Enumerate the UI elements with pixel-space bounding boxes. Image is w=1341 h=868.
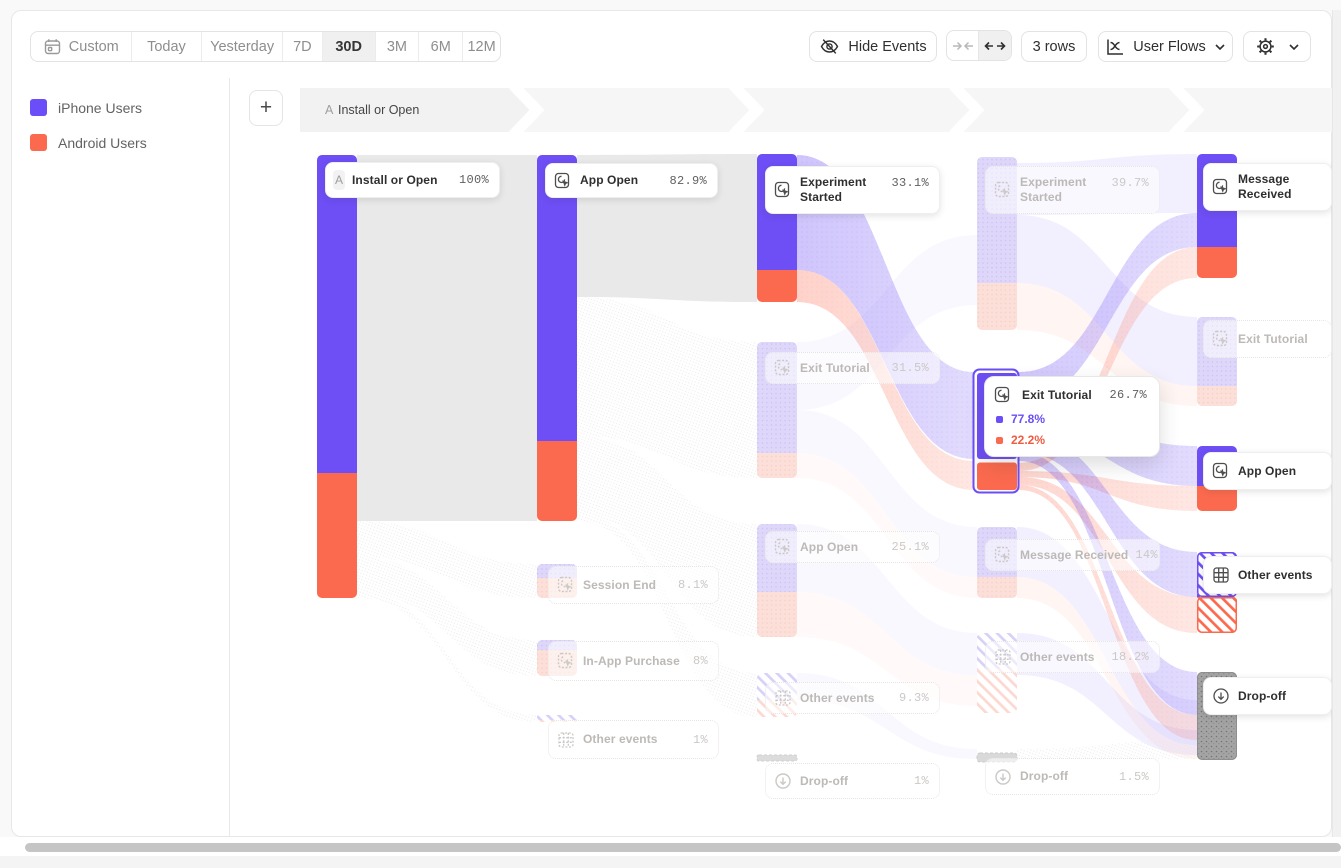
svg-text:Install or Open: Install or Open [338, 103, 419, 117]
svg-text:A: A [325, 103, 334, 117]
